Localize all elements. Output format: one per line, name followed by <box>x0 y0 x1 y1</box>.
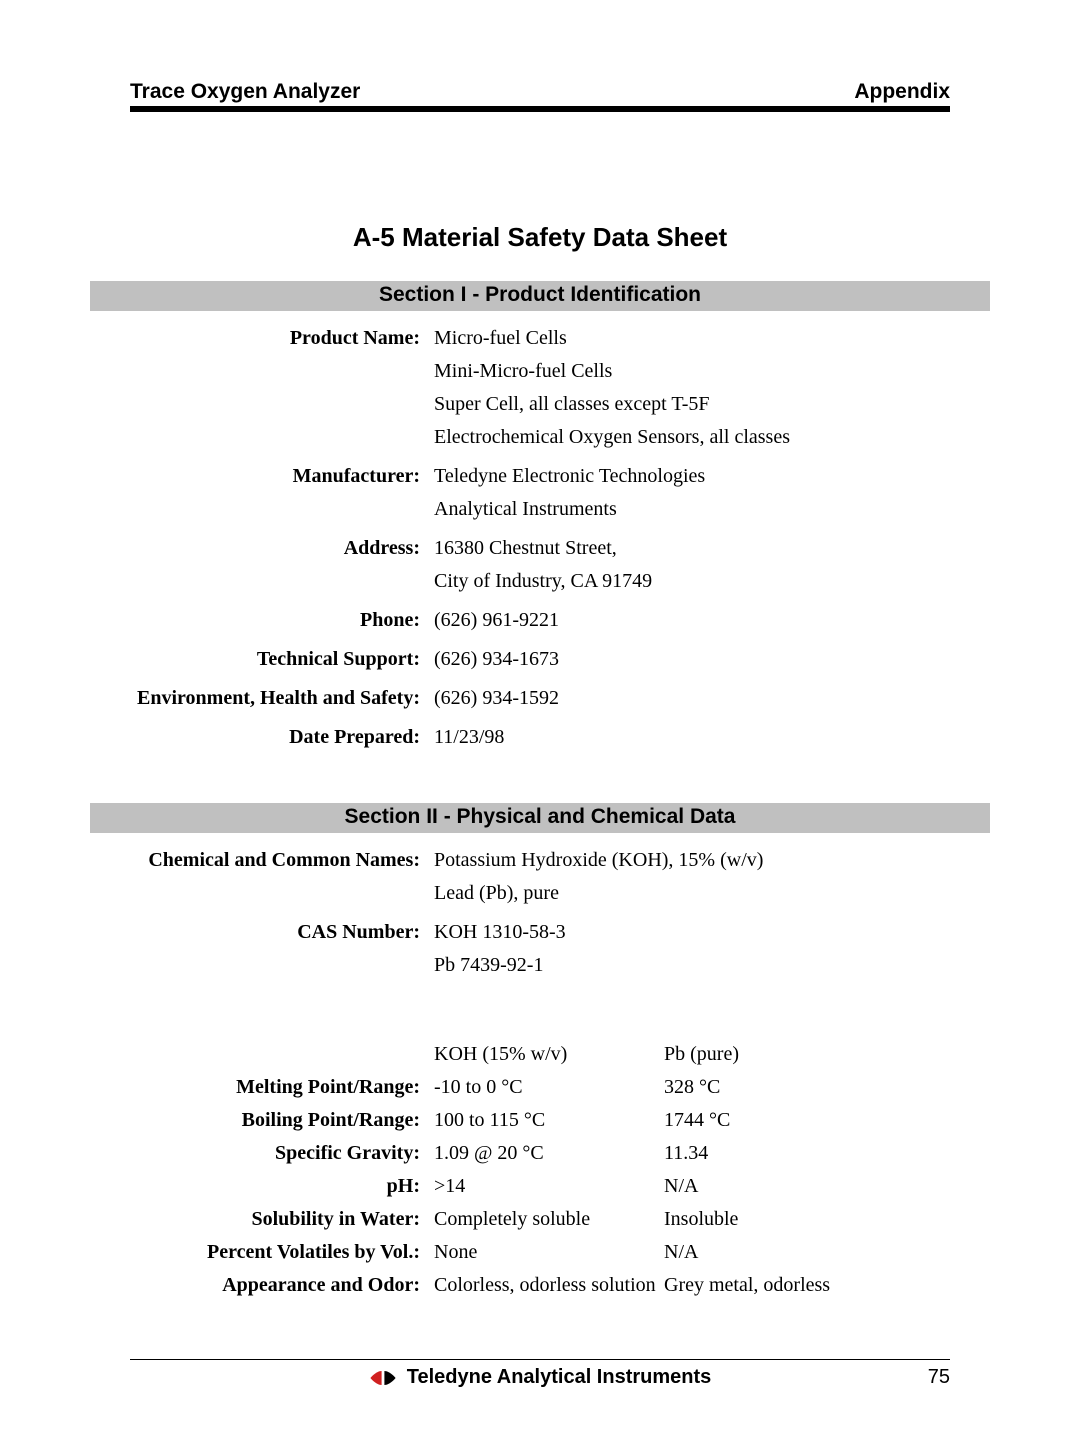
physical-row: Specific Gravity:1.09 @ 20 °C11.34 <box>130 1140 950 1167</box>
physical-row: Melting Point/Range:-10 to 0 °C328 °C <box>130 1074 950 1101</box>
physical-row: Percent Volatiles by Vol.:NoneN/A <box>130 1239 950 1266</box>
field-value: (626) 961-9221 <box>434 607 950 640</box>
field-row: Technical Support:(626) 934-1673 <box>130 646 950 679</box>
field-value: (626) 934-1673 <box>434 646 950 679</box>
physical-label: Solubility in Water: <box>130 1206 434 1233</box>
field-value: Micro-fuel Cells Mini-Micro-fuel Cells Sup… <box>434 325 950 457</box>
physical-table-header: KOH (15% w/v) Pb (pure) <box>130 1041 950 1068</box>
value-line: City of Industry, CA 91749 <box>434 568 950 595</box>
field-row: Phone:(626) 961-9221 <box>130 607 950 640</box>
value-line: (626) 961-9221 <box>434 607 950 634</box>
field-label: Technical Support: <box>130 646 434 679</box>
header-left: Trace Oxygen Analyzer <box>130 80 360 104</box>
page-header: Trace Oxygen Analyzer Appendix <box>130 80 950 112</box>
field-label: CAS Number: <box>130 919 434 985</box>
physical-pb-value: 1744 °C <box>664 1107 950 1134</box>
physical-koh-value: 1.09 @ 20 °C <box>434 1140 664 1167</box>
field-value: Teledyne Electronic Technologies Analytic… <box>434 463 950 529</box>
value-line: Mini-Micro-fuel Cells <box>434 358 950 385</box>
field-label: Address: <box>130 535 434 601</box>
section-2-top: Chemical and Common Names:Potassium Hydr… <box>130 847 950 985</box>
value-line: Electrochemical Oxygen Sensors, all clas… <box>434 424 950 451</box>
value-line: Potassium Hydroxide (KOH), 15% (w/v) <box>434 847 950 874</box>
document-title: A-5 Material Safety Data Sheet <box>130 222 950 253</box>
value-line: (626) 934-1592 <box>434 685 950 712</box>
physical-row: Appearance and Odor:Colorless, odorless … <box>130 1272 950 1299</box>
value-line: Super Cell, all classes except T-5F <box>434 391 950 418</box>
field-row: Product Name:Micro-fuel Cells Mini-Micro-… <box>130 325 950 457</box>
field-row: Manufacturer:Teledyne Electronic Technol… <box>130 463 950 529</box>
value-line: 16380 Chestnut Street, <box>434 535 950 562</box>
value-line: Teledyne Electronic Technologies <box>434 463 950 490</box>
physical-label: Appearance and Odor: <box>130 1272 434 1299</box>
col-koh: KOH (15% w/v) <box>434 1041 664 1068</box>
field-label: Chemical and Common Names: <box>130 847 434 913</box>
physical-table-body: Melting Point/Range:-10 to 0 °C328 °C Boi… <box>130 1074 950 1299</box>
field-value: (626) 934-1592 <box>434 685 950 718</box>
field-label: Phone: <box>130 607 434 640</box>
field-row: Chemical and Common Names:Potassium Hydr… <box>130 847 950 913</box>
physical-row: Solubility in Water:Completely solubleIn… <box>130 1206 950 1233</box>
field-label: Environment, Health and Safety: <box>130 685 434 718</box>
footer-company: Teledyne Analytical Instruments <box>407 1366 712 1389</box>
field-row: CAS Number:KOH 1310-58-3 Pb 7439-92-1 <box>130 919 950 985</box>
physical-label: Melting Point/Range: <box>130 1074 434 1101</box>
physical-pb-value: N/A <box>664 1239 950 1266</box>
value-line: (626) 934-1673 <box>434 646 950 673</box>
physical-koh-value: >14 <box>434 1173 664 1200</box>
physical-label: Boiling Point/Range: <box>130 1107 434 1134</box>
field-label: Product Name: <box>130 325 434 457</box>
field-label: Date Prepared: <box>130 724 434 757</box>
field-value: KOH 1310-58-3 Pb 7439-92-1 <box>434 919 950 985</box>
value-line: Pb 7439-92-1 <box>434 952 950 979</box>
physical-pb-value: 328 °C <box>664 1074 950 1101</box>
physical-row: pH:>14N/A <box>130 1173 950 1200</box>
physical-koh-value: 100 to 115 °C <box>434 1107 664 1134</box>
physical-label: pH: <box>130 1173 434 1200</box>
value-line: Micro-fuel Cells <box>434 325 950 352</box>
physical-koh-value: -10 to 0 °C <box>434 1074 664 1101</box>
value-line: Lead (Pb), pure <box>434 880 950 907</box>
page-number: 75 <box>928 1366 950 1389</box>
section-1-heading: Section I - Product Identification <box>90 281 990 311</box>
physical-row: Boiling Point/Range:100 to 115 °C1744 °C <box>130 1107 950 1134</box>
section-1-body: Product Name:Micro-fuel Cells Mini-Micro-… <box>130 325 950 757</box>
value-line: Analytical Instruments <box>434 496 950 523</box>
physical-pb-value: Grey metal, odorless <box>664 1272 950 1299</box>
section-2-heading: Section II - Physical and Chemical Data <box>90 803 990 833</box>
field-row: Address:16380 Chestnut Street, City of In… <box>130 535 950 601</box>
physical-pb-value: Insoluble <box>664 1206 950 1233</box>
footer-rule <box>130 1359 950 1360</box>
field-row: Date Prepared:11/23/98 <box>130 724 950 757</box>
field-value: 16380 Chestnut Street, City of Industry, … <box>434 535 950 601</box>
physical-label: Specific Gravity: <box>130 1140 434 1167</box>
physical-koh-value: Completely soluble <box>434 1206 664 1233</box>
physical-koh-value: None <box>434 1239 664 1266</box>
teledyne-logo-icon <box>369 1369 397 1387</box>
field-value: 11/23/98 <box>434 724 950 757</box>
physical-label: Percent Volatiles by Vol.: <box>130 1239 434 1266</box>
field-value: Potassium Hydroxide (KOH), 15% (w/v) Lead… <box>434 847 950 913</box>
value-line: 11/23/98 <box>434 724 950 751</box>
value-line: KOH 1310-58-3 <box>434 919 950 946</box>
col-pb: Pb (pure) <box>664 1041 950 1068</box>
field-label: Manufacturer: <box>130 463 434 529</box>
physical-pb-value: 11.34 <box>664 1140 950 1167</box>
page-footer: Teledyne Analytical Instruments 75 <box>130 1366 950 1389</box>
field-row: Environment, Health and Safety:(626) 934… <box>130 685 950 718</box>
physical-pb-value: N/A <box>664 1173 950 1200</box>
physical-koh-value: Colorless, odorless solution <box>434 1272 664 1299</box>
header-right: Appendix <box>854 80 950 104</box>
